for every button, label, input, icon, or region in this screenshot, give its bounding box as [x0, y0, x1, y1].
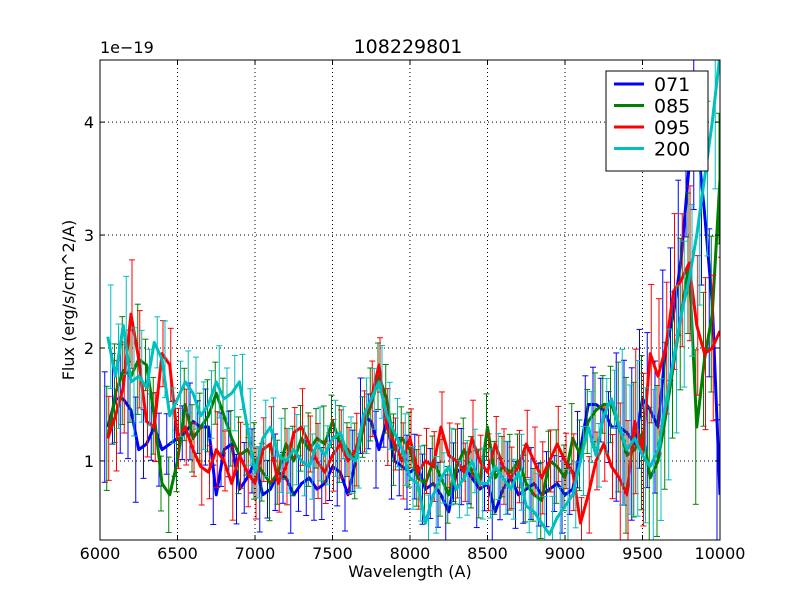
- x-tick-label: 7000: [235, 544, 276, 563]
- legend-label-071: 071: [654, 74, 690, 96]
- x-tick-label: 8000: [390, 544, 431, 563]
- y-tick-label: 1: [84, 452, 94, 471]
- y-scale-factor: 1e−19: [100, 38, 154, 57]
- legend-box: [605, 70, 709, 172]
- y-axis-title: Flux (erg/s/cm^2/A): [59, 220, 78, 381]
- series-line-095: [106, 261, 720, 525]
- chart-title: 108229801: [354, 36, 463, 58]
- y-tick-label: 2: [84, 339, 94, 358]
- x-tick-label: 9000: [545, 544, 586, 563]
- x-axis-title: Wavelength (A): [348, 562, 471, 581]
- series-line-200: [106, 60, 720, 536]
- legend-label-200: 200: [654, 139, 690, 161]
- x-tick-label: 9500: [622, 544, 663, 563]
- y-tick-label: 3: [84, 226, 94, 245]
- legend-label-085: 085: [654, 96, 690, 118]
- x-tick-label: 6500: [157, 544, 198, 563]
- y-tick-label: 4: [84, 113, 94, 132]
- x-tick-label: 6000: [80, 544, 121, 563]
- series-group: [101, 60, 720, 540]
- x-tick-label: 7500: [312, 544, 353, 563]
- legend-label-095: 095: [654, 117, 690, 139]
- x-tick-label: 8500: [467, 544, 508, 563]
- x-tick-label: 10000: [695, 544, 746, 563]
